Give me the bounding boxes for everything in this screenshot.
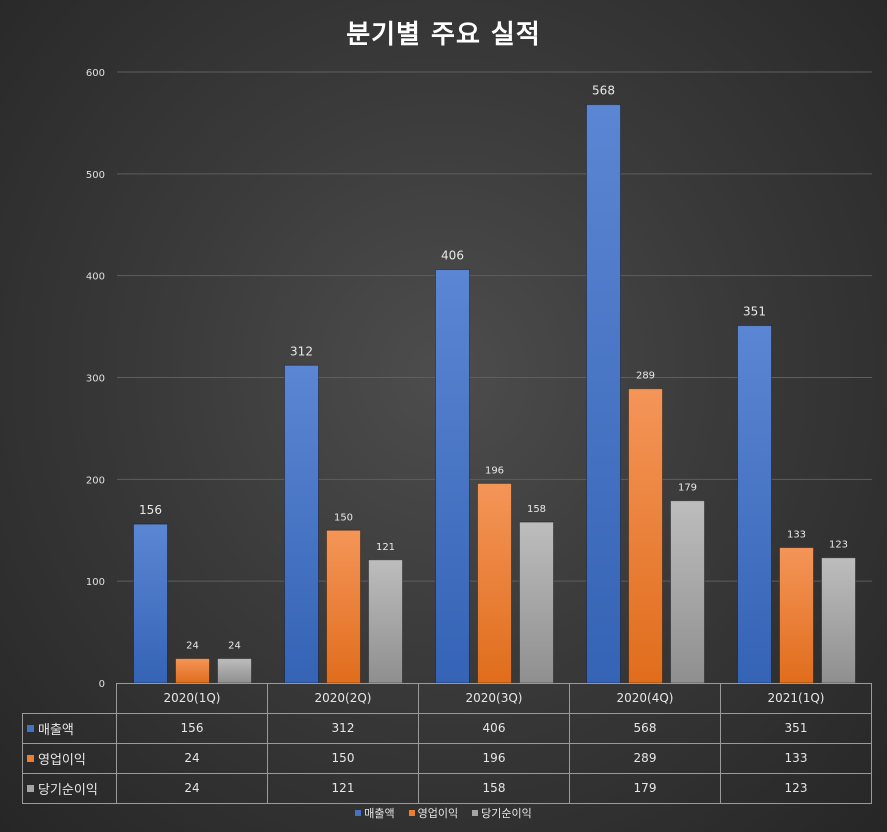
bar (737, 325, 772, 684)
bar (779, 547, 814, 684)
table-cell: 24 (116, 742, 268, 774)
table-series-name: 매출액 (22, 712, 117, 744)
data-label: 406 (441, 249, 464, 263)
table-cell: 568 (569, 712, 721, 744)
bar (326, 529, 361, 684)
y-tick-label: 200 (86, 475, 105, 486)
data-label: 312 (290, 344, 313, 358)
table-corner (23, 684, 117, 714)
table-row: 영업이익 24 150 196 289 133 (22, 742, 872, 774)
data-label: 568 (592, 84, 615, 98)
gridlines (117, 71, 872, 582)
bar-chart: 0 100 200 300 400 500 600 156 312 406 568 351 24 150… (86, 68, 872, 690)
bar (821, 557, 856, 684)
table-cell: 156 (116, 712, 268, 744)
y-tick-label: 400 (86, 272, 105, 283)
table-series-name: 당기순이익 (22, 772, 117, 804)
legend-label: 매출액 (364, 807, 395, 820)
legend-label: 영업이익 (417, 807, 459, 820)
y-tick-label: 500 (86, 170, 105, 181)
table-cell: 351 (720, 712, 872, 744)
table-category-header: 2020(1Q) (116, 683, 268, 714)
table-category-header: 2021(1Q) (720, 683, 872, 714)
data-label: 24 (228, 641, 241, 652)
legend-key-swatch (27, 724, 34, 732)
y-tick-label: 100 (86, 577, 105, 588)
bar (368, 559, 403, 684)
data-label: 123 (829, 540, 848, 551)
data-labels: 156 312 406 568 351 24 150 196 289 133 24 121 158 179… (139, 84, 848, 652)
data-label: 150 (334, 512, 353, 523)
bar (133, 523, 168, 684)
legend-swatch (472, 810, 479, 816)
legend-key-swatch (27, 754, 34, 762)
y-axis: 0 100 200 300 400 500 600 (86, 68, 105, 690)
data-label: 179 (678, 483, 697, 494)
table-category-header: 2020(4Q) (569, 683, 721, 714)
table-cell: 123 (720, 772, 872, 804)
table-cell: 312 (267, 712, 419, 744)
bar (586, 104, 621, 684)
series-label: 매출액 (38, 722, 74, 738)
legend-swatch (408, 810, 415, 816)
data-label: 24 (186, 641, 199, 652)
legend: 매출액 영업이익 당기순이익 (0, 805, 887, 821)
bar (477, 482, 512, 684)
table-category-header: 2020(2Q) (267, 683, 419, 714)
data-label: 133 (787, 530, 806, 541)
table-header-row: 2020(1Q) 2020(2Q) 2020(3Q) 2020(4Q) 2021(1Q) (23, 683, 872, 714)
table-cell: 196 (418, 742, 570, 774)
chart-title: 분기별 주요 실적 (346, 20, 541, 50)
bars (133, 104, 856, 684)
table-cell: 24 (116, 772, 268, 804)
data-table: 2020(1Q) 2020(2Q) 2020(3Q) 2020(4Q) 2021(1Q)… (22, 683, 872, 804)
legend-item: 영업이익 (408, 805, 459, 821)
table-series-name: 영업이익 (22, 742, 117, 774)
series-label: 당기순이익 (38, 782, 98, 798)
table-row: 매출액 156 312 406 568 351 (22, 712, 872, 744)
table-cell: 121 (267, 772, 419, 804)
table-cell: 179 (569, 772, 721, 804)
bar (435, 269, 470, 684)
table-cell: 289 (569, 742, 721, 774)
bar (284, 364, 319, 684)
bar (217, 658, 252, 684)
table-cell: 158 (418, 772, 570, 804)
y-tick-label: 300 (86, 374, 105, 385)
table-cell: 406 (418, 712, 570, 744)
bar (175, 658, 210, 684)
y-tick-label: 600 (86, 68, 105, 79)
data-label: 156 (139, 503, 162, 517)
series-label: 영업이익 (38, 752, 86, 768)
data-label: 158 (527, 504, 546, 515)
legend-label: 당기순이익 (481, 807, 532, 820)
bar (519, 521, 554, 684)
bar (670, 500, 705, 684)
legend-swatch (355, 810, 362, 816)
legend-key-swatch (27, 784, 34, 792)
data-label: 351 (743, 305, 766, 319)
table-category-header: 2020(3Q) (418, 683, 570, 714)
y-tick-label: 0 (99, 679, 105, 690)
data-label: 196 (485, 465, 504, 476)
data-label: 121 (376, 542, 395, 553)
table-cell: 150 (267, 742, 419, 774)
table-cell: 133 (720, 742, 872, 774)
legend-item: 매출액 (355, 805, 395, 821)
legend-item: 당기순이익 (472, 805, 532, 821)
table-row: 당기순이익 24 121 158 179 123 (22, 772, 872, 804)
bar (628, 388, 663, 684)
data-label: 289 (636, 371, 655, 382)
